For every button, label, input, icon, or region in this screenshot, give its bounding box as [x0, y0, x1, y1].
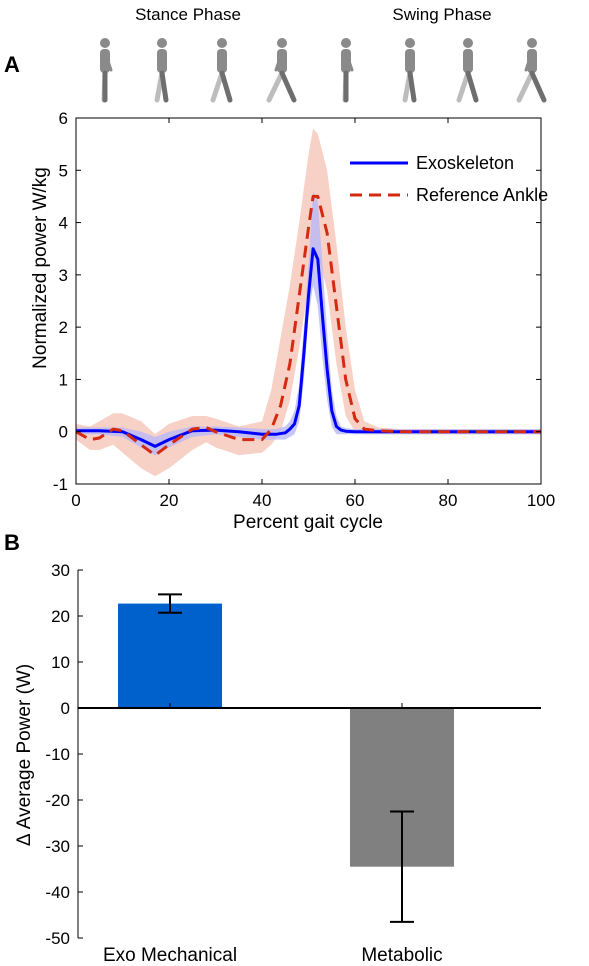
walking-figure-icon: [456, 38, 479, 103]
chart-b-y-tick-label: -10: [45, 745, 70, 764]
chart-b-y-tick-label: -20: [45, 791, 70, 810]
chart-a-y-tick-label: 2: [59, 318, 68, 337]
chart-a-x-tick-label: 100: [527, 491, 555, 510]
chart-a-x-axis-label: Percent gait cycle: [233, 512, 383, 533]
walking-figure-icon: [210, 38, 233, 103]
walking-figure-strip: [100, 38, 547, 103]
walking-figure-icon: [100, 38, 113, 103]
chart-a-legend: Exoskeleton Reference Ankle: [350, 153, 548, 205]
bar-exo-mechanical: [118, 603, 222, 708]
error-bar: [158, 593, 182, 614]
reference-ankle-line: [75, 194, 541, 457]
legend-reference-ankle-label: Reference Ankle: [416, 185, 548, 205]
walking-figure-icon: [266, 38, 297, 103]
chart-b-y-tick-label: 30: [51, 561, 70, 580]
average-power-bar-chart: -50 -40 -30 -20 -10 0 10 20 30 Exo Mechanical Met…: [14, 561, 541, 966]
walking-figure-icon: [154, 38, 169, 103]
exoskeleton-sd-band: [76, 191, 541, 456]
panel-label-b: B: [4, 530, 20, 555]
chart-a-y-tick-label: 5: [59, 161, 68, 180]
stance-phase-label: Stance Phase: [135, 5, 241, 24]
chart-a-x-tick-label: 40: [253, 491, 272, 510]
chart-b-y-tick-label: -50: [45, 929, 70, 948]
chart-a-x-tick-label: 0: [71, 491, 80, 510]
chart-a-y-tick-label: 1: [59, 370, 68, 389]
legend-exoskeleton-label: Exoskeleton: [416, 153, 514, 173]
chart-b-y-tick-label: -40: [45, 883, 70, 902]
chart-a-y-tick-label: 4: [59, 214, 68, 233]
exoskeleton-line: [76, 247, 541, 448]
walking-figure-icon: [341, 38, 354, 103]
chart-b-y-tick-label: -30: [45, 837, 70, 856]
chart-a-x-tick-label: 20: [160, 491, 179, 510]
chart-a-frame: [75, 117, 542, 485]
chart-a-y-tick-label: 0: [59, 423, 68, 442]
walking-figure-icon: [516, 38, 547, 103]
chart-b-category-label: Exo Mechanical: [103, 945, 237, 966]
chart-b-y-tick-label: 0: [61, 699, 70, 718]
chart-a-y-tick-label: -1: [53, 475, 68, 494]
walking-figure-icon: [402, 38, 417, 103]
chart-a-x-tick-label: 80: [439, 491, 458, 510]
chart-b-y-tick-label: 20: [51, 607, 70, 626]
error-bar: [390, 810, 414, 923]
chart-b-category-label: Metabolic: [361, 945, 442, 966]
chart-a-x-tick-label: 60: [346, 491, 365, 510]
chart-a-y-axis-label: Normalized power W/kg: [30, 167, 51, 369]
chart-a-y-tick-label: 3: [59, 266, 68, 285]
chart-a-y-tick-label: 6: [59, 109, 68, 128]
chart-b-y-tick-label: 10: [51, 653, 70, 672]
panel-label-a: A: [4, 52, 20, 77]
swing-phase-label: Swing Phase: [392, 5, 491, 24]
reference-ankle-sd-band: [76, 128, 541, 477]
chart-b-y-axis-label: Δ Average Power (W): [14, 664, 35, 846]
